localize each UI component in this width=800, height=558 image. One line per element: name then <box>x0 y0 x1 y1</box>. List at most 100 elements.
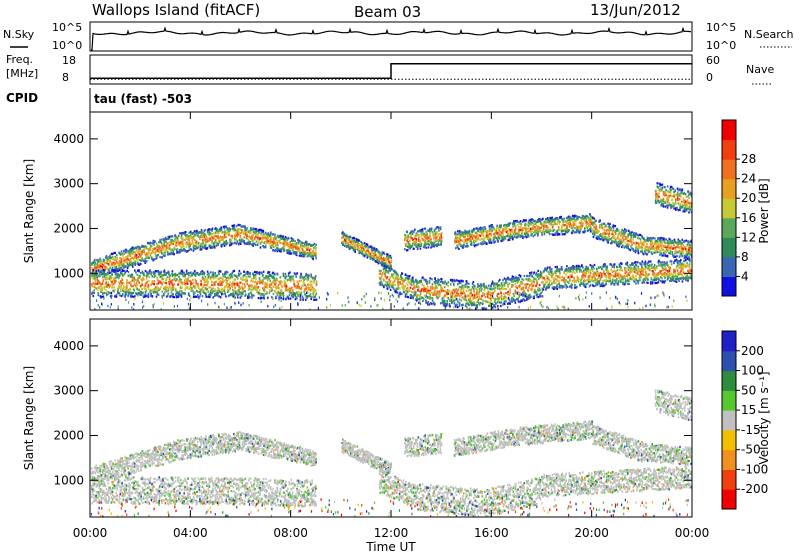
power-cell <box>667 240 669 242</box>
power-cell <box>280 242 282 244</box>
power-cell <box>563 218 565 220</box>
power-cell <box>621 229 623 231</box>
power-cell <box>245 294 247 296</box>
power-cell <box>295 276 297 278</box>
power-cell <box>560 216 562 218</box>
power-cell <box>244 226 246 228</box>
power-cell <box>310 274 312 276</box>
power-cell <box>181 235 183 237</box>
power-cell <box>264 242 266 244</box>
power-cell <box>172 240 174 242</box>
power-cell <box>251 229 253 231</box>
power-cell <box>165 285 167 287</box>
power-cell <box>291 287 293 289</box>
power-cell <box>201 283 203 285</box>
power-cell <box>598 230 600 232</box>
power-cell <box>653 252 655 254</box>
power-cell <box>314 243 316 245</box>
power-cell <box>500 240 502 242</box>
power-cell <box>474 228 476 230</box>
power-cell <box>112 253 114 255</box>
power-cell <box>222 239 224 241</box>
power-cell <box>559 223 561 225</box>
power-cell <box>458 248 460 250</box>
power-cell <box>285 273 287 275</box>
power-cell <box>140 285 142 287</box>
power-cell <box>251 294 253 296</box>
power-cell <box>261 297 263 299</box>
power-cell <box>381 281 383 283</box>
power-cell <box>131 285 133 287</box>
power-cell <box>550 230 552 232</box>
power-cell <box>224 280 226 282</box>
power-cell <box>313 282 315 284</box>
power-cell <box>637 237 639 239</box>
power-cell <box>99 260 101 262</box>
power-cell <box>656 247 658 249</box>
power-cell <box>635 247 637 249</box>
power-cell <box>269 286 271 288</box>
power-cell <box>472 234 474 236</box>
power-cell <box>123 250 125 252</box>
power-cell <box>292 243 294 245</box>
power-cell <box>166 247 168 249</box>
power-cell <box>564 221 566 223</box>
power-cell <box>164 286 166 288</box>
power-cell <box>190 272 192 274</box>
power-cell <box>227 242 229 244</box>
power-cell <box>110 266 112 268</box>
power-cell <box>637 248 639 250</box>
power-cell <box>441 240 443 242</box>
power-cell <box>259 282 261 284</box>
power-cell <box>187 286 189 288</box>
power-cell <box>267 291 269 293</box>
power-cell <box>579 216 581 218</box>
power-cell <box>121 287 123 289</box>
power-cell <box>130 255 132 257</box>
power-cell <box>589 213 591 215</box>
power-cell <box>523 236 525 238</box>
power-cell <box>200 291 202 293</box>
power-cell <box>306 244 308 246</box>
power-cell <box>246 237 248 239</box>
power-cell <box>345 242 347 244</box>
power-cell <box>285 277 287 279</box>
power-cell <box>489 225 491 227</box>
power-cell <box>223 237 225 239</box>
power-cell <box>193 285 195 287</box>
station-title: Wallops Island (fitACF) <box>92 1 260 19</box>
power-cell <box>239 270 241 272</box>
power-cell <box>228 289 230 291</box>
power-cell <box>152 275 154 277</box>
power-cell <box>346 240 348 242</box>
power-cell <box>234 274 236 276</box>
power-cell <box>231 239 233 241</box>
power-cell <box>198 244 200 246</box>
power-cell <box>406 243 408 245</box>
power-cell <box>218 295 220 297</box>
power-cell <box>232 286 234 288</box>
power-cell <box>457 230 459 232</box>
power-cell <box>115 280 117 282</box>
power-cell <box>284 244 286 246</box>
power-cell <box>262 274 264 276</box>
power-cell <box>662 254 664 256</box>
power-cell <box>218 278 220 280</box>
power-cell <box>206 288 208 290</box>
power-cell <box>490 230 492 232</box>
power-cell <box>496 228 498 230</box>
power-cell <box>520 220 522 222</box>
power-cell <box>239 285 241 287</box>
power-cell <box>384 262 386 264</box>
power-cell <box>372 259 374 261</box>
power-cell <box>193 250 195 252</box>
power-cell <box>599 238 601 240</box>
power-cell <box>497 240 499 242</box>
power-cell <box>230 276 232 278</box>
power-cell <box>120 289 122 291</box>
power-cell <box>232 276 234 278</box>
power-cell <box>504 224 506 226</box>
power-cell <box>216 280 218 282</box>
power-cell <box>258 286 260 288</box>
power-cell <box>138 256 140 258</box>
